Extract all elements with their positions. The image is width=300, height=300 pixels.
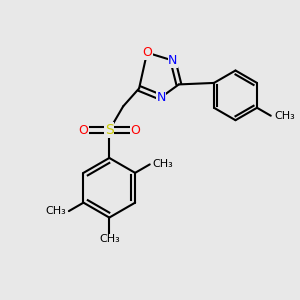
Text: O: O bbox=[130, 124, 140, 136]
Text: CH₃: CH₃ bbox=[99, 234, 120, 244]
Text: CH₃: CH₃ bbox=[45, 206, 66, 216]
Text: N: N bbox=[156, 91, 166, 104]
Text: S: S bbox=[105, 123, 114, 137]
Text: N: N bbox=[168, 54, 178, 67]
Text: CH₃: CH₃ bbox=[275, 111, 296, 121]
Text: O: O bbox=[79, 124, 88, 136]
Text: CH₃: CH₃ bbox=[153, 159, 173, 170]
Text: O: O bbox=[142, 46, 152, 59]
